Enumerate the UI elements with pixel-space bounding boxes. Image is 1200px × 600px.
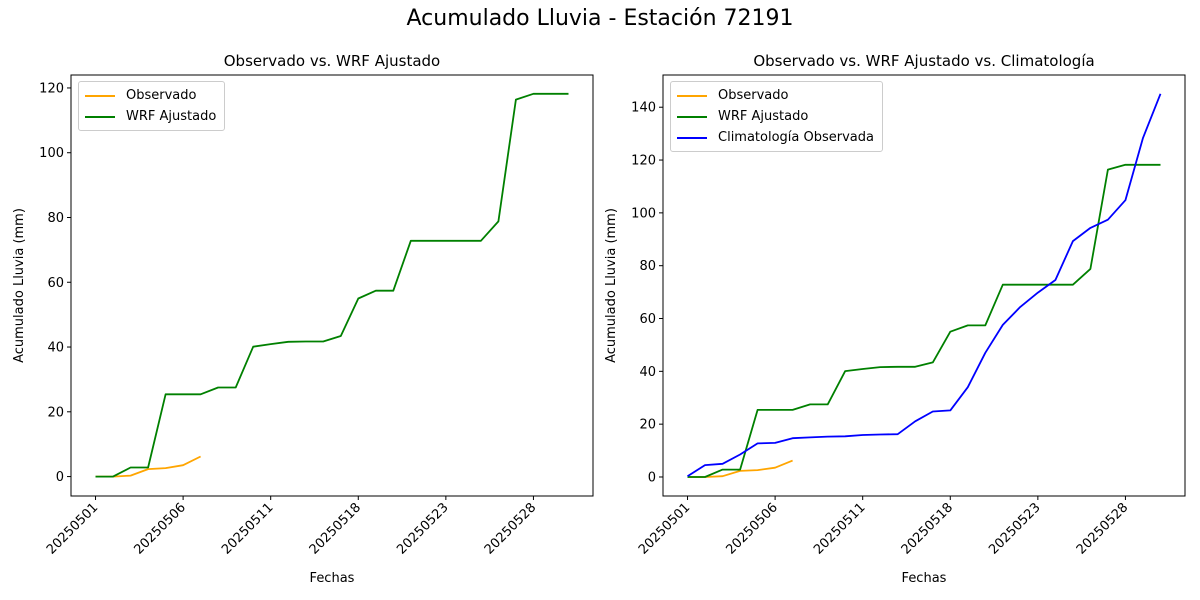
x-tick-label: 20250511: [219, 500, 276, 557]
legend-label: Climatología Observada: [718, 130, 874, 145]
legend-swatch: [85, 115, 115, 118]
y-axis-label: Acumulado Lluvia (mm): [604, 208, 619, 363]
x-tick-label: 20250501: [44, 500, 101, 557]
legend-label: WRF Ajustado: [126, 109, 217, 124]
chart-title: Observado vs. WRF Ajustado vs. Climatolo…: [753, 52, 1094, 70]
x-axis-label: Fechas: [902, 571, 947, 586]
y-tick-label: 120: [39, 81, 64, 96]
y-tick-label: 20: [47, 405, 64, 420]
y-tick-label: 80: [47, 211, 64, 226]
x-tick-label: 20250511: [811, 500, 868, 557]
legend-label: Observado: [126, 88, 197, 103]
y-tick-label: 60: [639, 312, 656, 327]
y-tick-label: 40: [47, 341, 64, 356]
y-tick-label: 100: [631, 206, 656, 221]
x-tick-label: 20250501: [636, 500, 693, 557]
x-tick-label: 20250518: [307, 500, 364, 557]
x-tick-label: 20250518: [899, 500, 956, 557]
legend-swatch: [85, 94, 115, 97]
y-tick-label: 0: [648, 470, 656, 485]
legend-entry: Climatología Observada: [677, 127, 874, 148]
y-tick-label: 0: [56, 470, 64, 485]
x-axis-label: Fechas: [310, 571, 355, 586]
legend-swatch: [677, 115, 707, 118]
series-line-wrf-ajustado: [687, 163, 1161, 478]
chart-title: Observado vs. WRF Ajustado: [224, 52, 440, 70]
x-tick-label: 20250506: [724, 500, 781, 557]
y-tick-label: 40: [639, 365, 656, 380]
y-tick-label: 20: [639, 418, 656, 433]
plot-area-frame: [70, 74, 594, 497]
legend-swatch: [677, 94, 707, 97]
y-tick-label: 140: [631, 101, 656, 116]
legend-label: Observado: [718, 88, 789, 103]
legend-entry: WRF Ajustado: [85, 106, 216, 127]
y-tick-label: 100: [39, 146, 64, 161]
series-line-climatolog-a-observada: [687, 93, 1162, 477]
legend: Observado WRF Ajustado: [78, 81, 226, 131]
y-tick-label: 60: [47, 276, 64, 291]
figure-title: Acumulado Lluvia - Estación 72191: [406, 6, 794, 31]
plot-area-frame: [662, 74, 1186, 497]
y-tick-label: 120: [631, 154, 656, 169]
legend-label: WRF Ajustado: [718, 109, 809, 124]
legend-entry: Observado: [677, 85, 874, 106]
legend: Observado WRF Ajustado Climatología Observ…: [670, 81, 883, 152]
legend-swatch: [677, 136, 707, 139]
legend-entry: Observado: [85, 85, 216, 106]
y-tick-label: 80: [639, 259, 656, 274]
x-tick-label: 20250528: [1074, 500, 1131, 557]
y-axis-label: Acumulado Lluvia (mm): [12, 208, 27, 363]
x-tick-label: 20250523: [394, 500, 451, 557]
x-tick-label: 20250528: [482, 500, 539, 557]
x-tick-label: 20250523: [986, 500, 1043, 557]
chart-panel-1: Observado vs. WRF Ajustado 0 20 40 60 80 100 12…: [12, 52, 594, 586]
x-tick-label: 20250506: [132, 500, 189, 557]
legend-entry: WRF Ajustado: [677, 106, 874, 127]
series-line-wrf-ajustado: [95, 92, 569, 478]
